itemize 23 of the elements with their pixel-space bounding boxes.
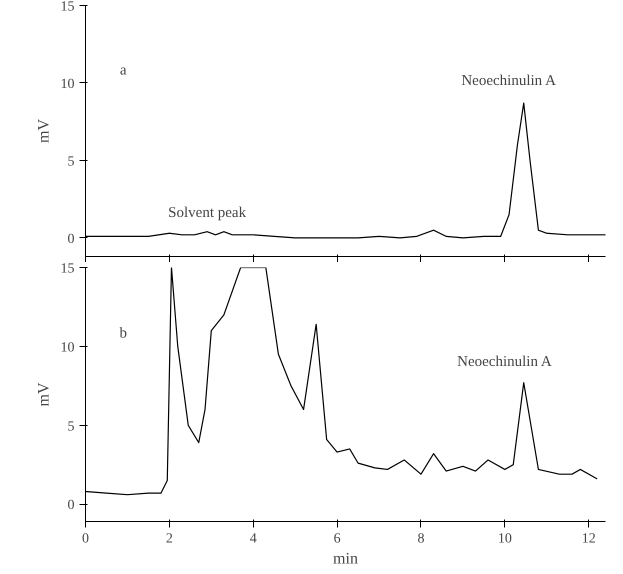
x-tick-label: 0: [82, 532, 89, 546]
annotation: a: [120, 62, 127, 78]
annotation: Neoechinulin A: [461, 73, 556, 90]
y-tick-label: 0: [68, 498, 74, 514]
y-tick-label: 5: [68, 419, 74, 434]
x-tick-label: 10: [498, 532, 512, 546]
annotation: b: [119, 326, 127, 342]
y-tick-label: 15: [60, 262, 74, 276]
annotation: Neoechinulin A: [457, 354, 552, 370]
x-tick-label: 12: [582, 532, 596, 546]
y-axis-title: mV: [36, 382, 52, 406]
y-axis-title: mV: [36, 118, 52, 143]
y-tick-label: 15: [60, 0, 74, 14]
x-axis-title: min: [333, 550, 358, 568]
x-tick-label: 2: [166, 532, 173, 546]
y-tick-label: 5: [68, 154, 74, 170]
x-tick-label: 4: [250, 532, 257, 546]
y-tick-label: 10: [60, 340, 74, 356]
x-tick-label: 8: [417, 532, 424, 546]
y-tick-label: 10: [60, 76, 74, 92]
y-tick-label: 0: [68, 232, 74, 247]
x-tick-label: 6: [334, 532, 341, 546]
annotation: Solvent peak: [168, 204, 247, 221]
